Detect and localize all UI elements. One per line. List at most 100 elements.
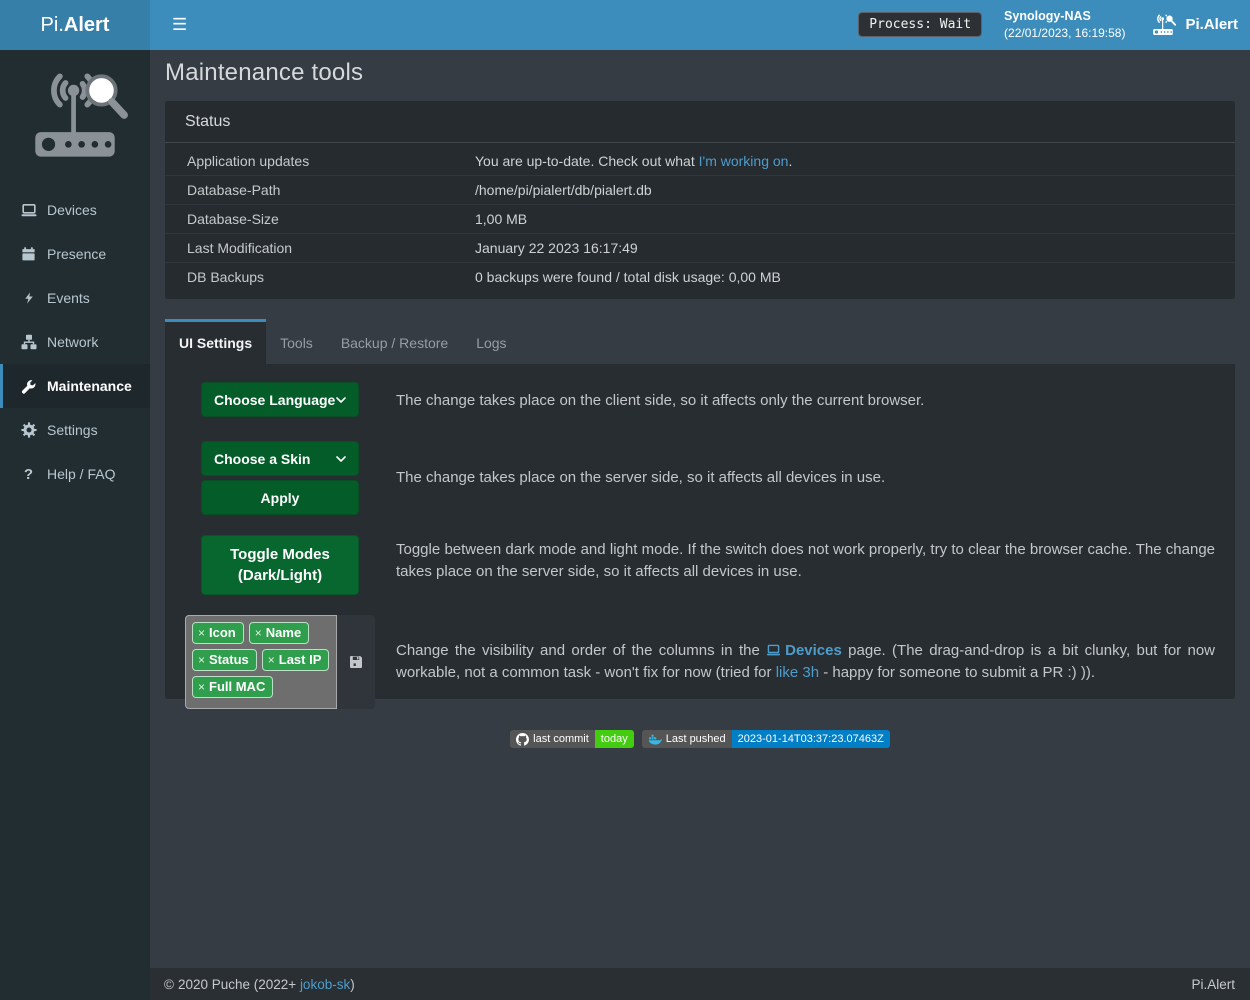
remove-icon[interactable]: × bbox=[254, 625, 262, 640]
tab-backup-restore[interactable]: Backup / Restore bbox=[340, 335, 449, 351]
router-scan-icon bbox=[1153, 14, 1177, 36]
question-icon: ? bbox=[23, 465, 34, 483]
sidebar-item-label: Settings bbox=[47, 422, 98, 438]
columns-chips-box[interactable]: × Icon × Name × Status × Last IP × Full MAC bbox=[185, 615, 337, 709]
last-commit-label: last commit bbox=[533, 733, 589, 745]
sidebar-item-label: Presence bbox=[47, 246, 107, 262]
columns-desc-part2: page. (The drag-and-drop is a bit clunky… bbox=[396, 642, 1216, 681]
footer-close-paren: ) bbox=[350, 976, 355, 992]
remove-icon[interactable]: × bbox=[198, 625, 206, 640]
remove-icon[interactable]: × bbox=[198, 679, 206, 694]
toggle-modes-line1: Toggle Modes bbox=[230, 546, 330, 563]
columns-control: × Icon × Name × Status × Last IP × Full MAC bbox=[185, 615, 375, 709]
apply-button[interactable]: Apply bbox=[201, 480, 359, 515]
choose-language-label: Choose Language bbox=[214, 391, 336, 408]
toggle-modes-button[interactable]: Toggle Modes (Dark/Light) bbox=[201, 535, 359, 595]
chip-label: Status bbox=[209, 652, 249, 667]
skin-control: Choose a Skin Apply bbox=[185, 441, 375, 515]
status-table: Application updates You are up-to-date. … bbox=[165, 143, 1235, 299]
remove-icon[interactable]: × bbox=[198, 652, 206, 667]
sidebar-item-presence[interactable]: Presence bbox=[0, 232, 150, 276]
choose-skin-select[interactable]: Choose a Skin bbox=[201, 441, 359, 476]
skin-description: The change takes place on the server sid… bbox=[396, 469, 886, 486]
remove-icon[interactable]: × bbox=[267, 652, 275, 667]
github-badges: last commit today Last pushed 2023-01-14… bbox=[165, 730, 1235, 748]
language-description: The change takes place on the client sid… bbox=[396, 392, 925, 409]
sidebar-item-events[interactable]: Events bbox=[0, 276, 150, 320]
tab-ui-settings[interactable]: UI Settings bbox=[165, 319, 267, 364]
sidebar-item-network[interactable]: Network bbox=[0, 320, 150, 364]
bolt-icon bbox=[20, 290, 37, 306]
status-row-db-path: Database-Path /home/pi/pialert/db/pialer… bbox=[165, 175, 1235, 204]
last-commit-value: today bbox=[594, 730, 634, 748]
footer-text: 2020 Puche (2022+ bbox=[177, 976, 300, 992]
status-label: Application updates bbox=[187, 153, 310, 169]
host-info: Synology-NAS (22/01/2023, 16:19:58) bbox=[1004, 7, 1125, 43]
header-brand[interactable]: Pi.Alert bbox=[1149, 12, 1238, 38]
sidebar-toggle-icon[interactable]: ☰ bbox=[172, 15, 188, 34]
chip-label: Full MAC bbox=[209, 679, 266, 694]
app-logo-bold: Alert bbox=[63, 13, 110, 36]
status-row-db-backups: DB Backups 0 backups were found / total … bbox=[165, 262, 1235, 291]
status-label: DB Backups bbox=[187, 269, 265, 285]
chip-label: Icon bbox=[209, 625, 236, 640]
like-3h-link[interactable]: like 3h bbox=[775, 664, 820, 681]
chip-last-ip-column[interactable]: × Last IP bbox=[261, 649, 330, 671]
chip-full-mac-column[interactable]: × Full MAC bbox=[192, 676, 274, 698]
navbar-right: Process: Wait Synology-NAS (22/01/2023, … bbox=[858, 7, 1238, 43]
github-icon bbox=[516, 732, 530, 746]
footer-copyright: © 2020 Puche (2022+ jokob-sk) bbox=[164, 977, 355, 992]
laptop-icon bbox=[767, 644, 781, 656]
app-updates-text: You are up-to-date. Check out what bbox=[475, 153, 699, 169]
tab-tools[interactable]: Tools bbox=[280, 335, 313, 351]
chevron-down-icon bbox=[336, 396, 346, 403]
tab-logs[interactable]: Logs bbox=[476, 335, 507, 351]
toggle-modes-line2: (Dark/Light) bbox=[237, 567, 323, 584]
jokob-sk-link[interactable]: jokob-sk bbox=[299, 976, 351, 992]
process-status-badge[interactable]: Process: Wait bbox=[858, 12, 983, 38]
save-icon bbox=[350, 656, 362, 668]
status-row-db-size: Database-Size 1,00 MB bbox=[165, 204, 1235, 233]
chip-icon-column[interactable]: × Icon bbox=[192, 622, 244, 644]
sidebar-item-help[interactable]: ? Help / FAQ bbox=[0, 452, 150, 496]
chip-label: Last IP bbox=[278, 652, 322, 667]
save-columns-button[interactable] bbox=[337, 615, 375, 709]
status-panel: Status Application updates You are up-to… bbox=[165, 101, 1235, 299]
host-timestamp: (22/01/2023, 16:19:58) bbox=[1004, 26, 1126, 41]
page-title: Maintenance tools bbox=[165, 59, 364, 86]
last-pushed-value: 2023-01-14T03:37:23.07463Z bbox=[731, 730, 890, 748]
sidebar-item-label: Network bbox=[47, 334, 99, 350]
chip-name-column[interactable]: × Name bbox=[248, 622, 310, 644]
devices-link-label: Devices bbox=[785, 642, 842, 659]
ui-settings-tab-content: Choose Language The change takes place o… bbox=[165, 364, 1235, 709]
status-panel-title: Status bbox=[165, 101, 1235, 143]
router-scan-logo-icon bbox=[35, 73, 128, 157]
status-label: Last Modification bbox=[187, 240, 293, 256]
columns-desc-part1: Change the visibility and order of the c… bbox=[396, 642, 767, 659]
toggle-modes-description: Toggle between dark mode and light mode.… bbox=[396, 541, 1215, 580]
header-app-name: Pi.Alert bbox=[1185, 16, 1238, 34]
working-on-link[interactable]: I'm working on bbox=[698, 153, 789, 169]
devices-page-link[interactable]: Devices bbox=[766, 642, 842, 659]
sidebar-item-label: Help / FAQ bbox=[47, 466, 116, 482]
choose-language-select[interactable]: Choose Language bbox=[201, 382, 359, 417]
sidebar-item-settings[interactable]: Settings bbox=[0, 408, 150, 452]
app-updates-suffix: . bbox=[788, 153, 793, 169]
last-pushed-badge[interactable]: Last pushed 2023-01-14T03:37:23.07463Z bbox=[641, 730, 890, 748]
sidebar-item-maintenance[interactable]: Maintenance bbox=[0, 364, 150, 408]
navbar: ☰ Process: Wait Synology-NAS (22/01/2023… bbox=[150, 0, 1250, 50]
docker-icon bbox=[648, 734, 662, 745]
sidebar-item-label: Maintenance bbox=[47, 378, 132, 394]
chevron-down-icon bbox=[336, 455, 346, 462]
app-logo[interactable]: Pi. Alert bbox=[0, 0, 150, 50]
toggle-modes-row: Toggle Modes (Dark/Light) Toggle between… bbox=[185, 535, 1215, 595]
footer-app-name: Pi.Alert bbox=[1191, 976, 1235, 992]
status-row-app-updates: Application updates You are up-to-date. … bbox=[165, 147, 1235, 175]
last-commit-label-segment: last commit bbox=[510, 730, 595, 748]
calendar-icon bbox=[20, 246, 37, 262]
sidebar-item-devices[interactable]: Devices bbox=[0, 188, 150, 232]
choose-skin-label: Choose a Skin bbox=[214, 450, 311, 467]
sidebar: Devices Presence Events Network Maintena bbox=[0, 50, 150, 1000]
chip-status-column[interactable]: × Status bbox=[192, 649, 257, 671]
last-commit-badge[interactable]: last commit today bbox=[510, 730, 634, 748]
